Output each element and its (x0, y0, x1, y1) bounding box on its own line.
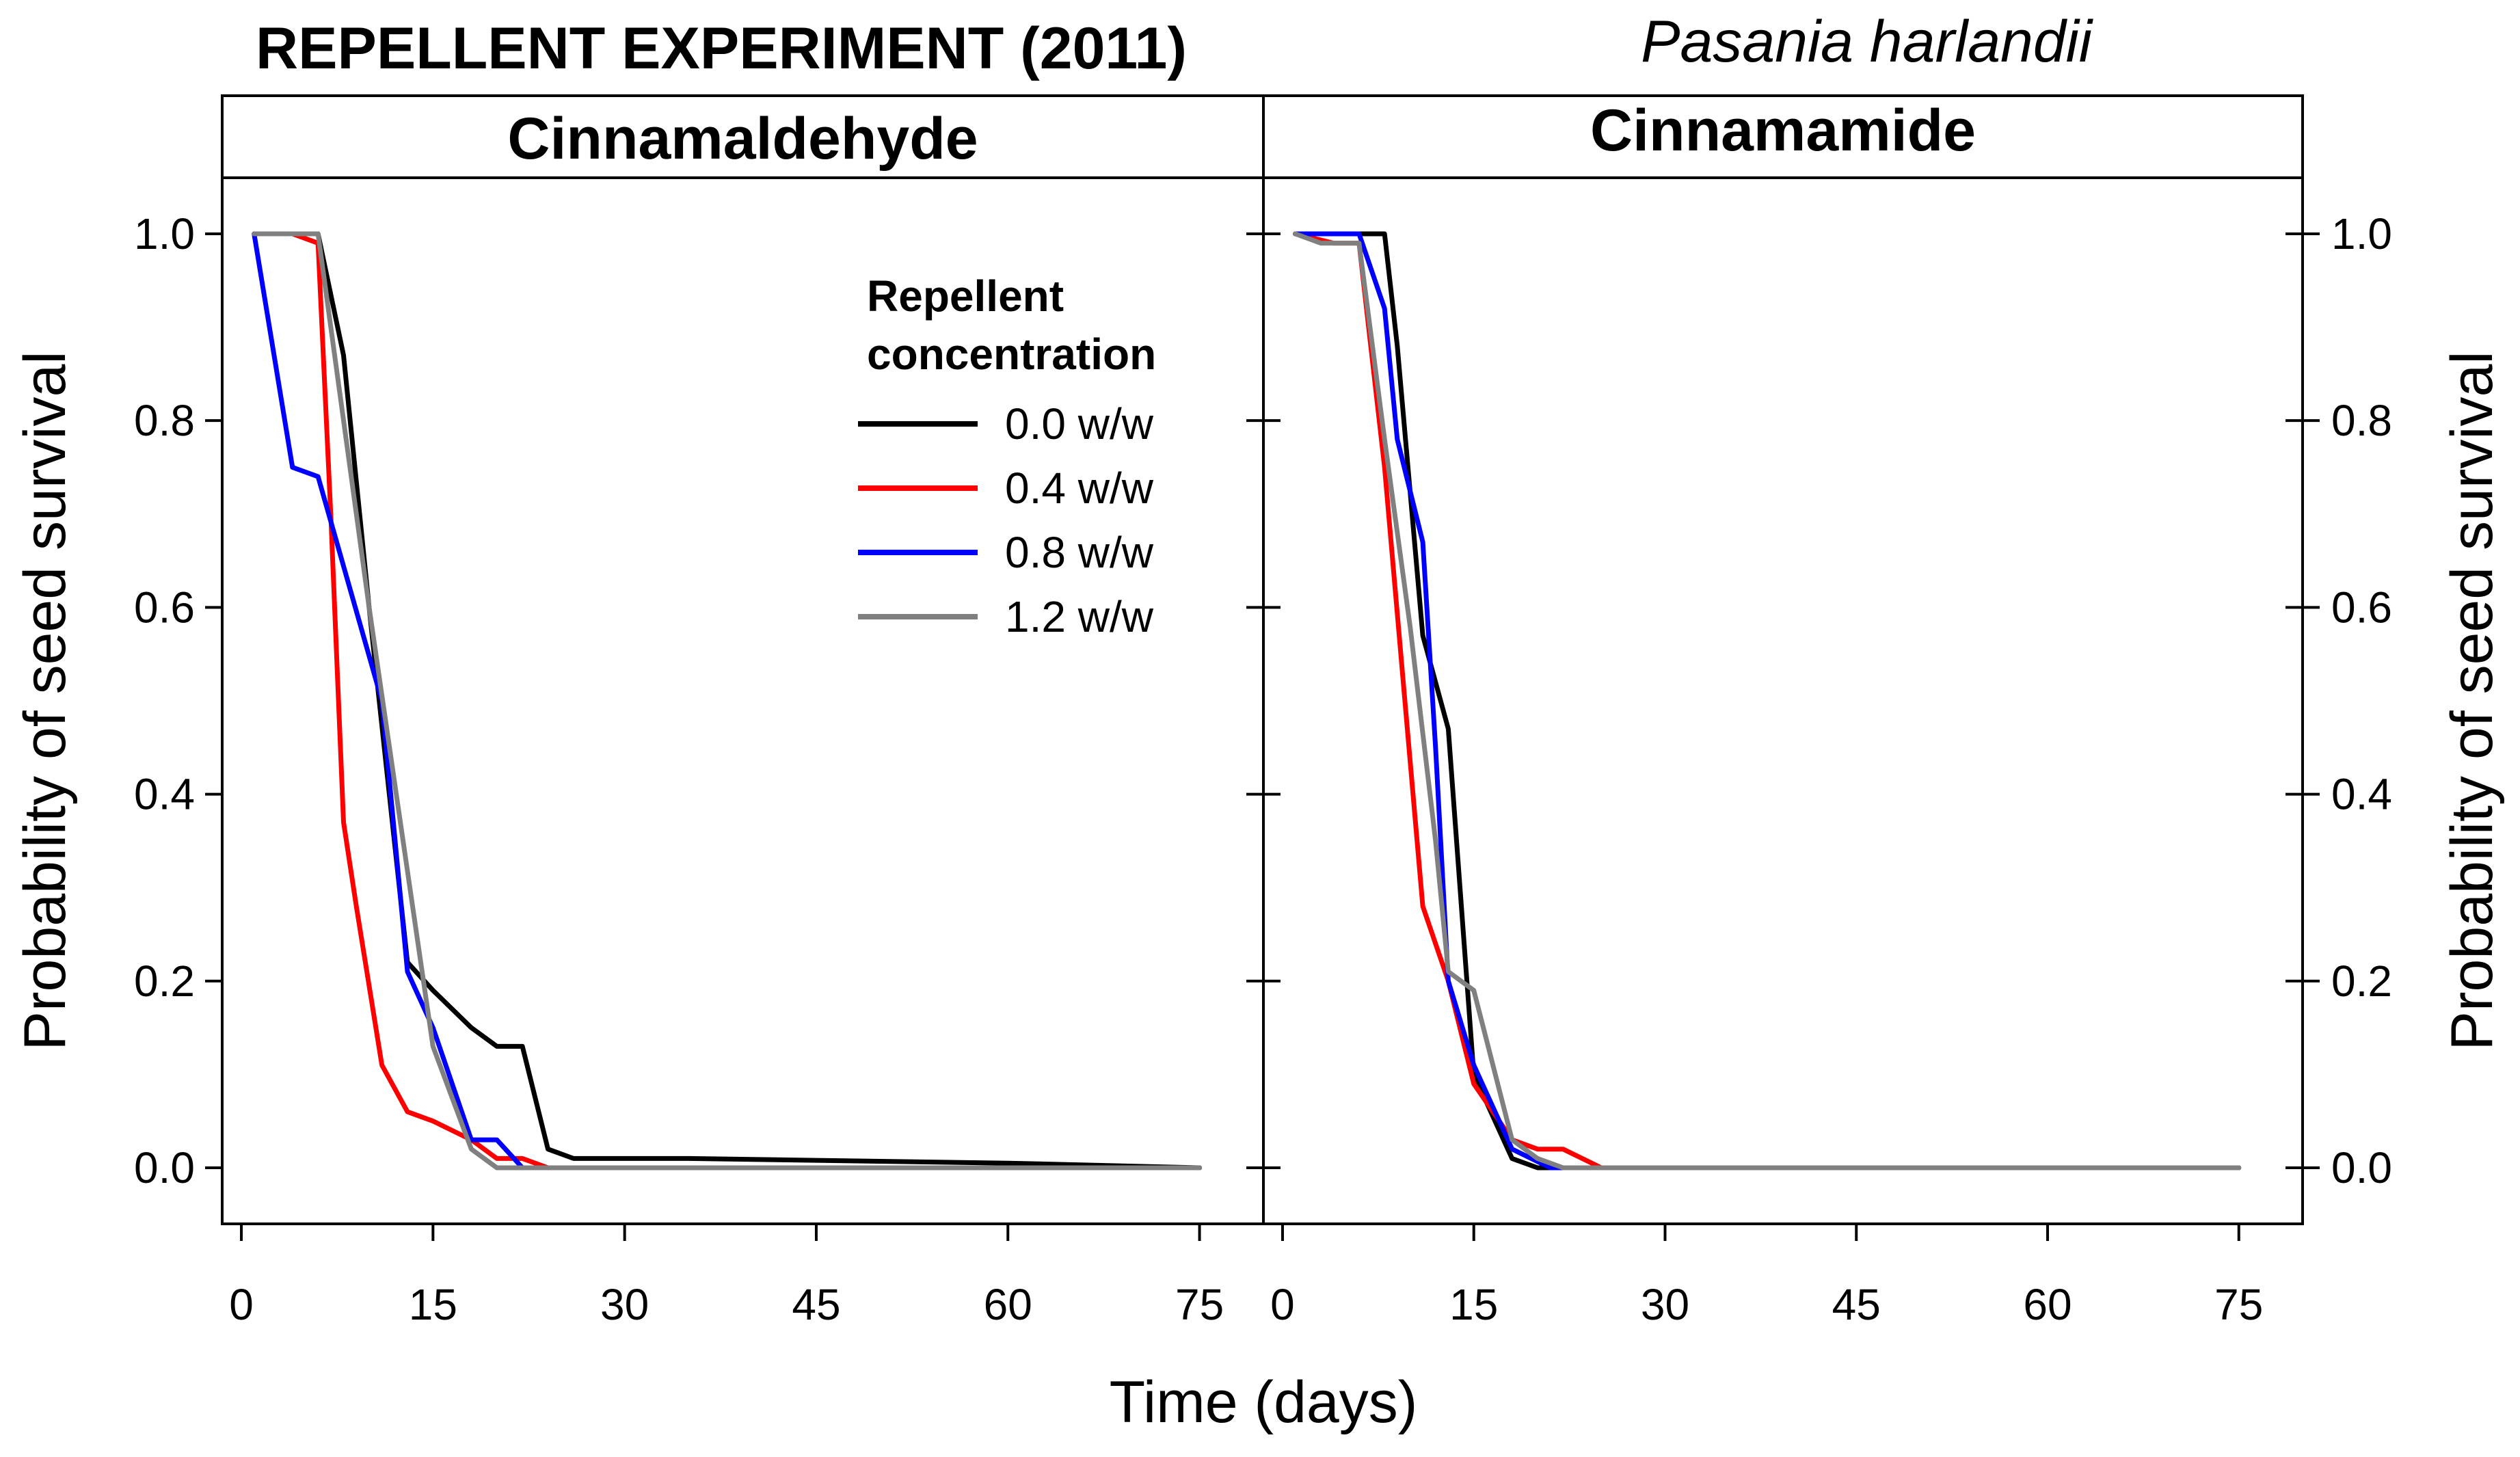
x-tick-label: 75 (2214, 1280, 2263, 1329)
legend-title: Repellent (867, 271, 1064, 321)
y-tick-label-right: 0.2 (2331, 957, 2392, 1006)
y-axis-label-right: Probability of seed survival (2439, 351, 2505, 1051)
series-line-cinnamamide-00 (1293, 231, 2242, 1171)
legend-label: 0.0 w/w (1005, 399, 1154, 449)
strip-label-cinnamaldehyde: Cinnamaldehyde (507, 106, 978, 172)
y-tick-label-left: 0.0 (134, 1143, 195, 1192)
y-tick-label-right: 0.6 (2331, 583, 2392, 632)
x-tick-label: 30 (600, 1280, 649, 1329)
y-tick-label-right: 0.0 (2331, 1143, 2392, 1192)
y-tick-label-left: 0.6 (134, 583, 195, 632)
strip-label-cinnamamide: Cinnamamide (1590, 98, 1976, 163)
x-tick-label: 15 (1449, 1280, 1498, 1329)
y-axis-label-left: Probability of seed survival (12, 351, 78, 1051)
x-tick-label: 45 (1832, 1280, 1881, 1329)
y-tick-label-left: 1.0 (134, 209, 195, 258)
legend-label: 1.2 w/w (1005, 592, 1154, 641)
series-line-cinnamaldehyde-04 (252, 231, 1203, 1171)
y-tick-label-right: 0.4 (2331, 770, 2392, 819)
x-tick-label: 0 (229, 1280, 254, 1329)
series-line-cinnamamide-08 (1293, 231, 2242, 1171)
y-tick-label-left: 0.8 (134, 396, 195, 445)
series-line-cinnamaldehyde-08 (252, 231, 1203, 1171)
x-tick-label: 30 (1641, 1280, 1689, 1329)
x-tick-label: 0 (1270, 1280, 1295, 1329)
x-tick-label: 45 (792, 1280, 840, 1329)
chart-title: REPELLENT EXPERIMENT (2011) (256, 16, 1187, 81)
x-axis-label: Time (days) (1110, 1369, 1418, 1435)
series-line-cinnamaldehyde-12 (252, 231, 1203, 1171)
legend-label: 0.8 w/w (1005, 528, 1154, 577)
y-tick-label-right: 1.0 (2331, 209, 2392, 258)
series-line-cinnamaldehyde-00 (252, 231, 1203, 1171)
legend-label: 0.4 w/w (1005, 464, 1154, 513)
legend-title: concentration (867, 330, 1156, 379)
x-tick-label: 75 (1175, 1280, 1224, 1329)
chart-subtitle: Pasania harlandii (1641, 9, 2094, 75)
x-tick-label: 60 (2023, 1280, 2072, 1329)
y-tick-label-right: 0.8 (2331, 396, 2392, 445)
series-line-cinnamamide-04 (1293, 231, 2242, 1171)
series-line-cinnamamide-12 (1293, 231, 2242, 1171)
x-tick-label: 60 (984, 1280, 1032, 1329)
y-tick-label-left: 0.2 (134, 957, 195, 1006)
x-tick-label: 15 (409, 1280, 457, 1329)
y-tick-label-left: 0.4 (134, 770, 195, 819)
